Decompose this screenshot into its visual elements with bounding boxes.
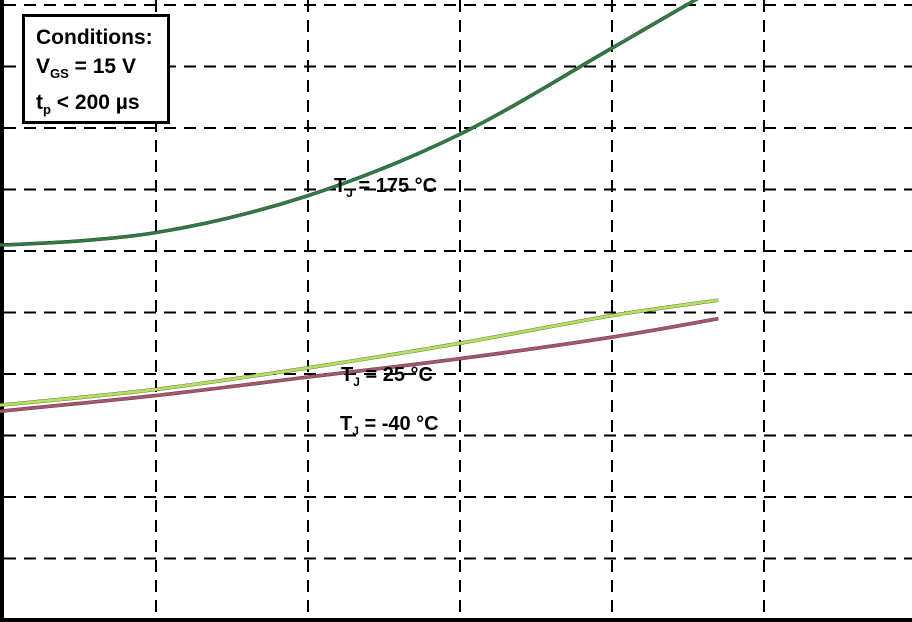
curve-tj-25 [0,298,719,407]
conditions-vgs: VGS = 15 V [36,55,136,81]
label-tj-25: TJ = 25 °C [341,364,433,389]
conditions-box: Conditions: VGS = 15 V tp < 200 µs [22,14,170,124]
conditions-tp: tp < 200 µs [36,91,140,117]
label-tj-minus40: TJ = -40 °C [340,413,439,438]
series-labels: TJ = 175 °C TJ = 25 °C TJ = -40 °C [334,175,439,438]
conditions-heading: Conditions: [36,26,153,49]
label-tj-175: TJ = 175 °C [334,175,437,200]
series-group [0,0,719,414]
curve-tj-minus40 [0,317,719,413]
curve-tj-175 [0,0,699,247]
